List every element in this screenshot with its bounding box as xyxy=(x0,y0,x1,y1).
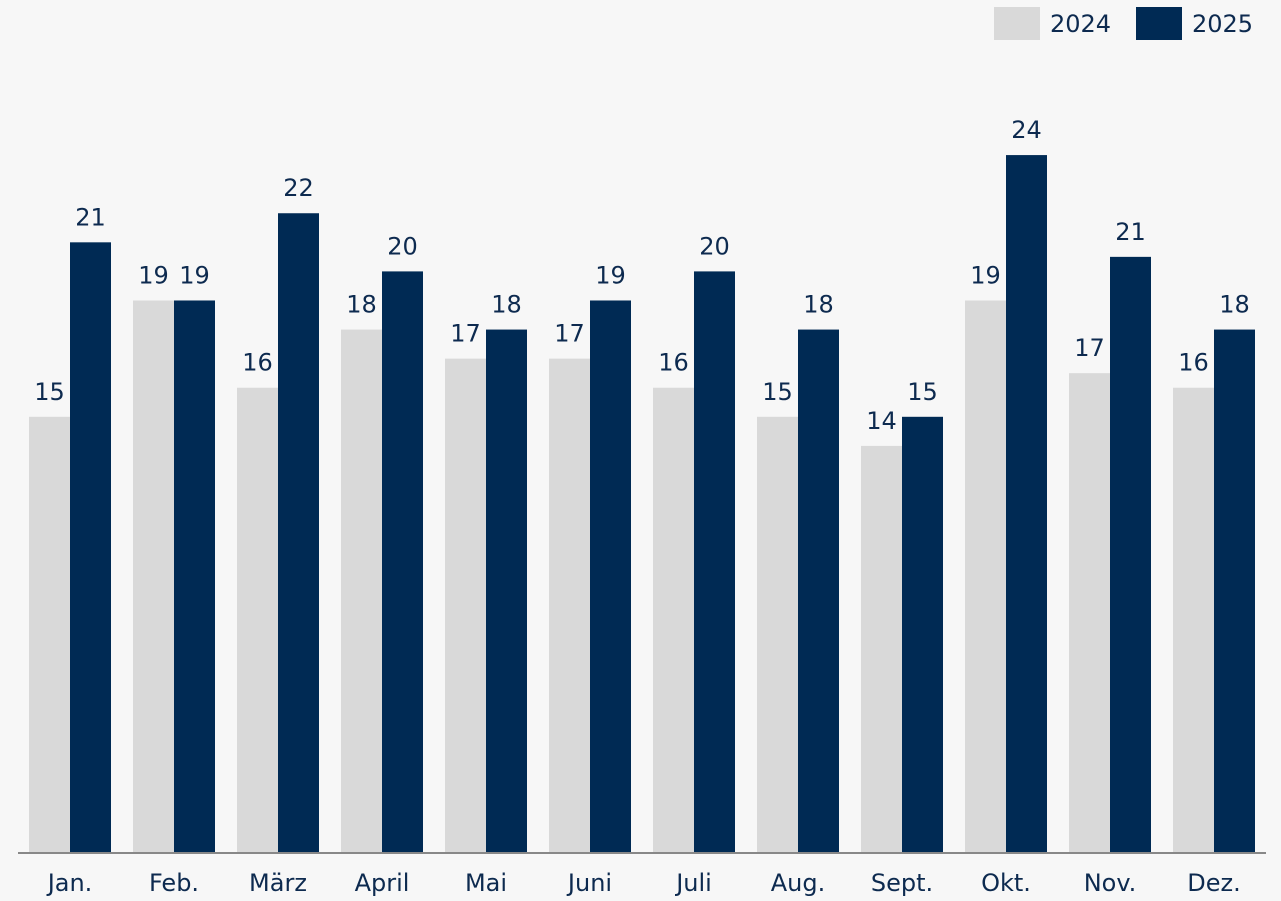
value-label: 18 xyxy=(803,291,834,319)
value-label: 17 xyxy=(1074,334,1105,362)
value-label: 24 xyxy=(1011,116,1042,144)
bar xyxy=(694,271,735,853)
bar xyxy=(133,300,174,854)
x-tick-label: Jan. xyxy=(46,869,93,897)
bar xyxy=(798,329,839,853)
bar xyxy=(861,445,902,853)
value-label: 21 xyxy=(1115,218,1146,246)
x-tick-label: Dez. xyxy=(1187,869,1240,897)
bar xyxy=(237,387,278,853)
x-tick-label: Nov. xyxy=(1084,869,1137,897)
value-label: 16 xyxy=(658,349,689,377)
legend-swatch xyxy=(1136,7,1182,40)
x-tick-label: März xyxy=(249,869,307,897)
legend-label: 2024 xyxy=(1050,10,1111,38)
bar xyxy=(1110,256,1151,853)
bar xyxy=(757,416,798,853)
value-label: 15 xyxy=(907,378,938,406)
value-label: 17 xyxy=(450,320,481,348)
value-label: 16 xyxy=(1178,349,1209,377)
bar xyxy=(1006,155,1047,853)
bar xyxy=(1173,387,1214,853)
value-label: 15 xyxy=(34,378,65,406)
value-label: 14 xyxy=(866,407,897,435)
bar xyxy=(486,329,527,853)
bar xyxy=(549,358,590,853)
x-tick-label: Sept. xyxy=(871,869,933,897)
x-tick-label: Okt. xyxy=(981,869,1031,897)
value-label: 22 xyxy=(283,174,314,202)
bar xyxy=(278,213,319,854)
bar xyxy=(590,300,631,854)
value-label: 20 xyxy=(699,232,730,260)
value-label: 16 xyxy=(242,349,273,377)
bar xyxy=(1069,373,1110,853)
bar xyxy=(174,300,215,854)
value-label: 19 xyxy=(138,261,169,289)
value-label: 18 xyxy=(491,291,522,319)
bar xyxy=(965,300,1006,854)
value-label: 18 xyxy=(346,291,377,319)
bar xyxy=(1214,329,1255,853)
bar xyxy=(445,358,486,853)
bar xyxy=(70,242,111,853)
x-tick-label: Aug. xyxy=(771,869,826,897)
x-tick-label: Feb. xyxy=(149,869,199,897)
bar xyxy=(29,416,70,853)
x-tick-label: Juli xyxy=(674,869,712,897)
value-label: 18 xyxy=(1219,291,1250,319)
value-label: 20 xyxy=(387,232,418,260)
legend-swatch xyxy=(994,7,1040,40)
bar xyxy=(902,416,943,853)
legend-label: 2025 xyxy=(1192,10,1253,38)
value-label: 21 xyxy=(75,203,106,231)
x-tick-label: April xyxy=(355,869,410,897)
value-label: 19 xyxy=(595,261,626,289)
value-label: 15 xyxy=(762,378,793,406)
x-tick-label: Mai xyxy=(465,869,507,897)
value-label: 17 xyxy=(554,320,585,348)
x-tick-label: Juni xyxy=(566,869,612,897)
bar xyxy=(653,387,694,853)
bar xyxy=(341,329,382,853)
bar xyxy=(382,271,423,853)
value-label: 19 xyxy=(970,261,1001,289)
value-label: 19 xyxy=(179,261,210,289)
